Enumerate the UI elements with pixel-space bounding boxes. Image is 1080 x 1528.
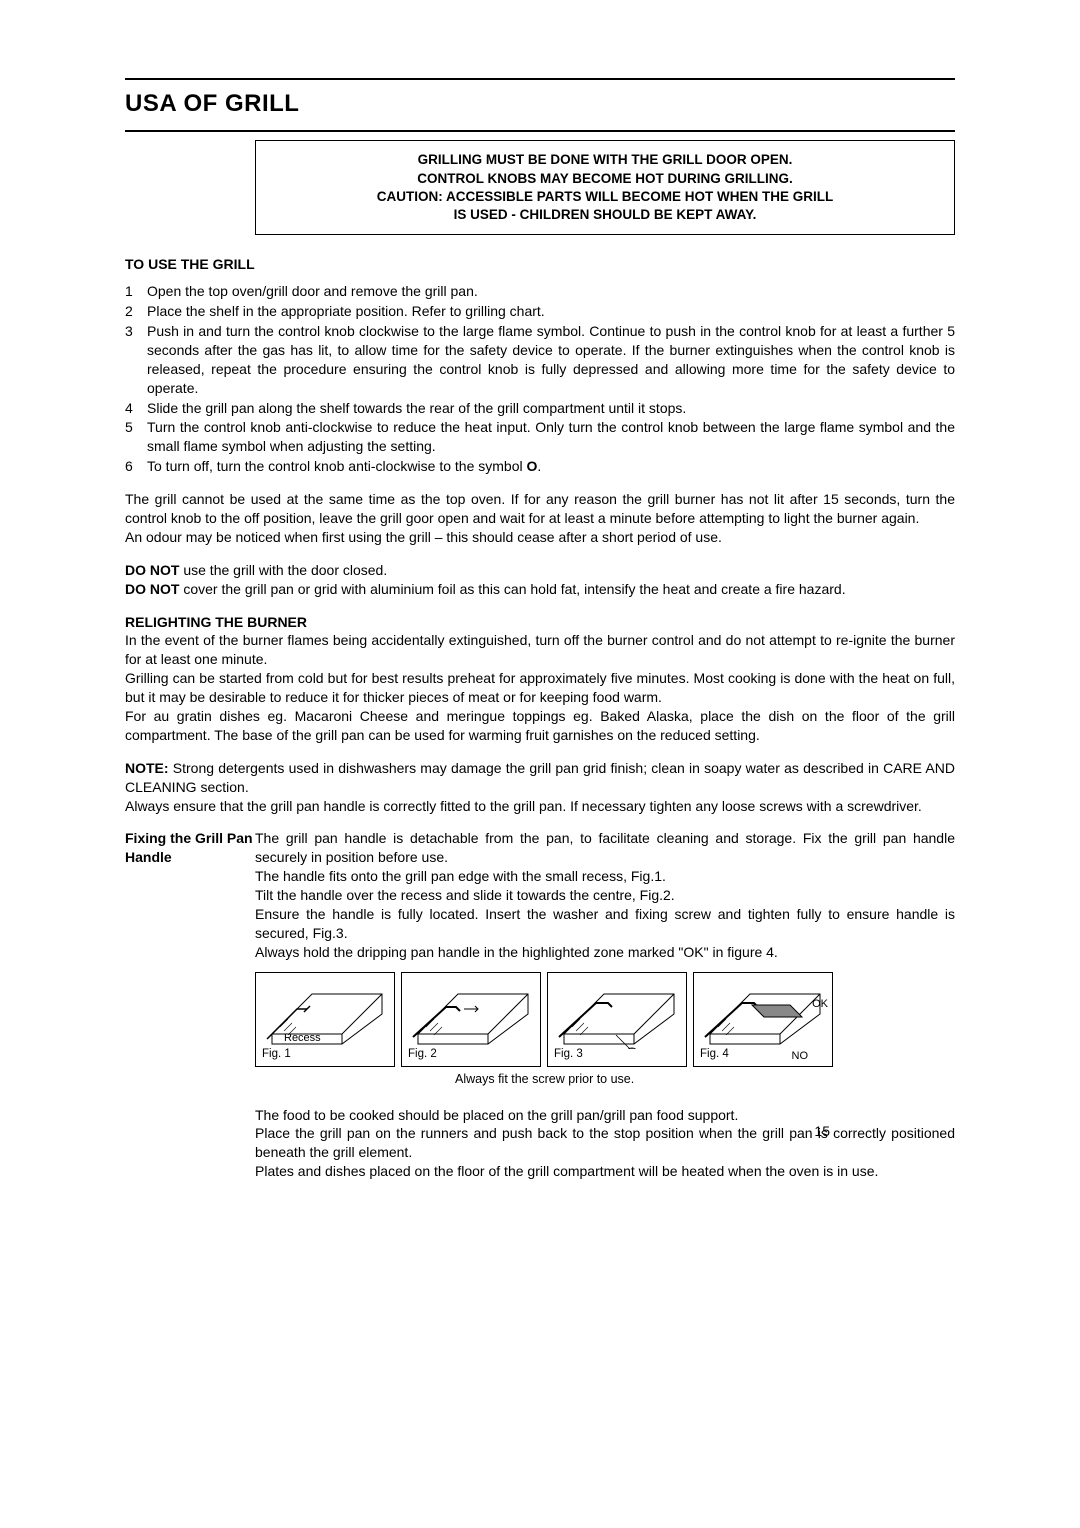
handle-p2: The handle fits onto the grill pan edge … xyxy=(255,867,955,886)
handle-p4: Ensure the handle is fully located. Inse… xyxy=(255,905,955,943)
fig3-label: Fig. 3 xyxy=(554,1047,583,1063)
pan-diagram-icon xyxy=(554,979,679,1049)
figure-3: Fig. 3 xyxy=(547,972,687,1067)
handle-left-label: Fixing the Grill Pan Handle xyxy=(125,829,255,1181)
step-5: 5Turn the control knob anti-clockwise to… xyxy=(125,418,955,456)
step-4: 4Slide the grill pan along the shelf tow… xyxy=(125,399,955,418)
figure-1: Recess Fig. 1 xyxy=(255,972,395,1067)
relighting-p3: For au gratin dishes eg. Macaroni Cheese… xyxy=(125,707,955,745)
ok-label: OK xyxy=(812,997,828,1012)
after-steps-p2: An odour may be noticed when first using… xyxy=(125,528,955,547)
note-p2: Always ensure that the grill pan handle … xyxy=(125,797,955,816)
figure-4: OK NO Fig. 4 xyxy=(693,972,833,1067)
fig1-label: Fig. 1 xyxy=(262,1047,291,1063)
warning-box: GRILLING MUST BE DONE WITH THE GRILL DOO… xyxy=(255,140,955,235)
pan-diagram-icon xyxy=(408,979,533,1049)
recess-label: Recess xyxy=(284,1031,321,1046)
handle-p3: Tilt the handle over the recess and slid… xyxy=(255,886,955,905)
handle-section: Fixing the Grill Pan Handle The grill pa… xyxy=(125,829,955,1181)
donot-1: DO NOT use the grill with the door close… xyxy=(125,561,955,580)
page-content: USA OF GRILL GRILLING MUST BE DONE WITH … xyxy=(125,78,955,1181)
step-6: 6To turn off, turn the control knob anti… xyxy=(125,457,955,476)
fig2-label: Fig. 2 xyxy=(408,1047,437,1063)
relighting-p2: Grilling can be started from cold but fo… xyxy=(125,669,955,707)
steps-list: 1Open the top oven/grill door and remove… xyxy=(125,282,955,476)
handle-p1: The grill pan handle is detachable from … xyxy=(255,829,955,867)
donot-2: DO NOT cover the grill pan or grid with … xyxy=(125,580,955,599)
page-title: USA OF GRILL xyxy=(125,80,955,130)
step-3: 3Push in and turn the control knob clock… xyxy=(125,322,955,398)
note-p1: NOTE: Strong detergents used in dishwash… xyxy=(125,759,955,797)
use-grill-heading: TO USE THE GRILL xyxy=(125,255,955,274)
step-2: 2Place the shelf in the appropriate posi… xyxy=(125,302,955,321)
handle-right: The grill pan handle is detachable from … xyxy=(255,829,955,1181)
figure-caption: Always fit the screw prior to use. xyxy=(455,1071,955,1088)
no-label: NO xyxy=(792,1049,809,1064)
figure-row: Recess Fig. 1 xyxy=(255,972,955,1067)
relighting-p1: In the event of the burner flames being … xyxy=(125,631,955,669)
step-1: 1Open the top oven/grill door and remove… xyxy=(125,282,955,301)
fig4-label: Fig. 4 xyxy=(700,1047,729,1063)
warning-line3: CAUTION: ACCESSIBLE PARTS WILL BECOME HO… xyxy=(286,188,924,206)
warning-line4: IS USED - CHILDREN SHOULD BE KEPT AWAY. xyxy=(286,206,924,224)
title-rule xyxy=(125,130,955,132)
after-steps-p1: The grill cannot be used at the same tim… xyxy=(125,490,955,528)
warning-line2: CONTROL KNOBS MAY BECOME HOT DURING GRIL… xyxy=(286,170,924,188)
pan-diagram-icon xyxy=(262,979,387,1049)
warning-line1: GRILLING MUST BE DONE WITH THE GRILL DOO… xyxy=(286,151,924,169)
handle-p5: Always hold the dripping pan handle in t… xyxy=(255,943,955,962)
final-p1: The food to be cooked should be placed o… xyxy=(255,1106,955,1125)
page-number: 15 xyxy=(814,1122,830,1141)
relighting-heading: RELIGHTING THE BURNER xyxy=(125,613,955,632)
final-p2: Place the grill pan on the runners and p… xyxy=(255,1124,955,1162)
final-p3: Plates and dishes placed on the floor of… xyxy=(255,1162,955,1181)
pan-diagram-icon xyxy=(700,979,825,1049)
figure-2: Fig. 2 xyxy=(401,972,541,1067)
